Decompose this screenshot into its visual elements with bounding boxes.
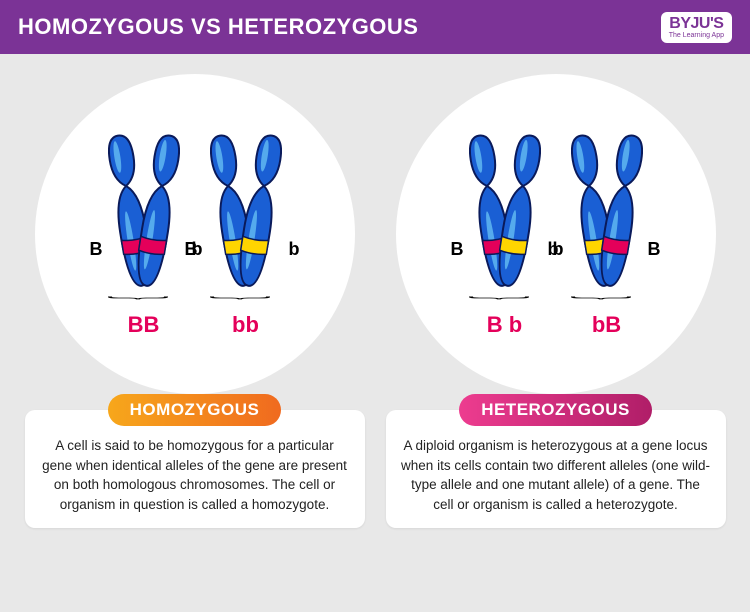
homozygous-description: A cell is said to be homozygous for a pa… — [39, 436, 351, 514]
bracket-icon: } — [591, 296, 623, 299]
pair-caption: BB — [128, 312, 160, 338]
pair-caption: bb — [232, 312, 259, 338]
header-bar: HOMOZYGOUS VS HETEROZYGOUS BYJU'S The Le… — [0, 0, 750, 54]
logo-main-text: BYJU'S — [669, 16, 723, 32]
pair-caption: B b — [487, 312, 522, 338]
homozygous-pairs: B B } BB b b } bb — [108, 131, 282, 338]
homozygous-pill-label: HOMOZYGOUS — [108, 394, 282, 426]
chromosome-icon — [571, 131, 643, 291]
bracket-icon: } — [128, 296, 160, 299]
bracket-icon: } — [230, 296, 262, 299]
pair-caption: bB — [592, 312, 621, 338]
homozygous-circle: B B } BB b b } bb — [35, 74, 355, 394]
homozygous-column: B B } BB b b } bb — [24, 74, 365, 528]
chromosome-pair-svg: B b — [469, 131, 541, 296]
bracket-icon: } — [489, 296, 521, 299]
logo: BYJU'S The Learning App — [661, 12, 732, 43]
heterozygous-card: HETEROZYGOUS A diploid organism is heter… — [386, 410, 726, 528]
allele-label-right: b — [289, 239, 300, 260]
heterozygous-column: B b } B b b B } bB — [385, 74, 726, 528]
heterozygous-circle: B b } B b b B } bB — [396, 74, 716, 394]
chromosome-pair: b B } bB — [571, 131, 643, 338]
allele-label-left: b — [192, 239, 203, 260]
chromosome-pair-svg: b B — [571, 131, 643, 296]
content-row: B B } BB b b } bb — [0, 54, 750, 544]
chromosome-icon — [469, 131, 541, 291]
logo-box: BYJU'S The Learning App — [661, 12, 732, 43]
chromosome-pair: B B } BB — [108, 131, 180, 338]
allele-label-left: B — [451, 239, 464, 260]
chromosome-icon — [210, 131, 282, 291]
chromosome-pair-svg: B B — [108, 131, 180, 296]
heterozygous-pill-label: HETEROZYGOUS — [459, 394, 652, 426]
chromosome-pair: B b } B b — [469, 131, 541, 338]
heterozygous-pairs: B b } B b b B } bB — [469, 131, 643, 338]
homozygous-card: HOMOZYGOUS A cell is said to be homozygo… — [25, 410, 365, 528]
chromosome-icon — [108, 131, 180, 291]
allele-label-left: B — [90, 239, 103, 260]
chromosome-pair: b b } bb — [210, 131, 282, 338]
logo-sub-text: The Learning App — [669, 32, 724, 39]
heterozygous-description: A diploid organism is heterozygous at a … — [400, 436, 712, 514]
allele-label-left: b — [553, 239, 564, 260]
page-title: HOMOZYGOUS VS HETEROZYGOUS — [18, 14, 418, 40]
allele-label-right: B — [648, 239, 661, 260]
chromosome-pair-svg: b b — [210, 131, 282, 296]
